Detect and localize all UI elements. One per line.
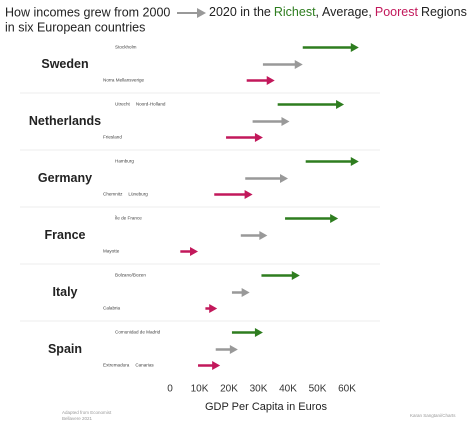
arrow [205,304,218,313]
title-sep: , [316,5,319,19]
region-label: Comunidad de Madrid [115,330,161,335]
title-arrow [177,8,206,18]
title-sep: , [368,5,371,19]
region-label: Noord-Holland [136,102,166,107]
footnote: Adapted from Economist [62,410,112,415]
title-line2: in six European countries [5,20,145,34]
arrow [226,133,263,142]
region-label: Île de France [114,215,142,221]
x-tick-label: 10K [191,384,209,395]
arrow [261,271,300,280]
x-tick-label: 0 [167,384,173,395]
arrow [302,43,359,52]
region-label: Mayotte [103,249,120,254]
country-label: Germany [38,171,92,185]
region-label: Chemnitz [103,192,123,197]
arrow [214,190,253,199]
region-label: Norra Mellansverige [103,78,145,83]
footnote: Bellavere 2021 [62,416,93,421]
country-label: Spain [48,342,82,356]
arrow [231,288,250,297]
region-label: Bolzano/Bozen [115,273,146,278]
title-poorest: Poorest [375,5,419,19]
arrow [245,174,288,183]
country-label: Italy [52,285,77,299]
region-label: Calabria [103,306,121,311]
arrow [240,231,268,240]
title-text: 2020 in the [209,5,271,19]
x-axis-title: GDP Per Capita in Euros [205,401,328,413]
x-tick-label: 50K [309,384,327,395]
footnote: Karan Sangtani/Charts [410,413,456,418]
title-average: Average [322,5,368,19]
region-label: Canarias [135,363,154,368]
arrow [180,247,199,256]
x-tick-label: 60K [338,384,356,395]
title-text: Regions [421,5,467,19]
country-label: Netherlands [29,114,101,128]
region-label: Hamburg [115,159,134,164]
region-label: Friesland [103,135,122,140]
arrow [285,214,339,223]
arrow [231,328,263,337]
x-tick-label: 30K [250,384,268,395]
title-start: How incomes grew from 2000 [5,5,170,19]
title-end: 2020 in the Richest, Average, Poorest Region… [209,5,467,19]
arrow [277,100,345,109]
region-label: Stockholm [115,45,137,50]
arrow [215,345,238,354]
country-label: Sweden [41,57,88,71]
title-richest: Richest [274,5,316,19]
country-label: France [45,228,86,242]
arrow [246,76,275,85]
region-label: Extremadura [103,363,130,368]
arrow [305,157,359,166]
arrow [262,60,303,69]
arrow [198,361,221,370]
arrow [252,117,290,126]
x-tick-label: 20K [220,384,238,395]
region-label: Utrecht [115,102,131,107]
x-tick-label: 40K [279,384,297,395]
region-label: Lüneburg [128,192,148,197]
